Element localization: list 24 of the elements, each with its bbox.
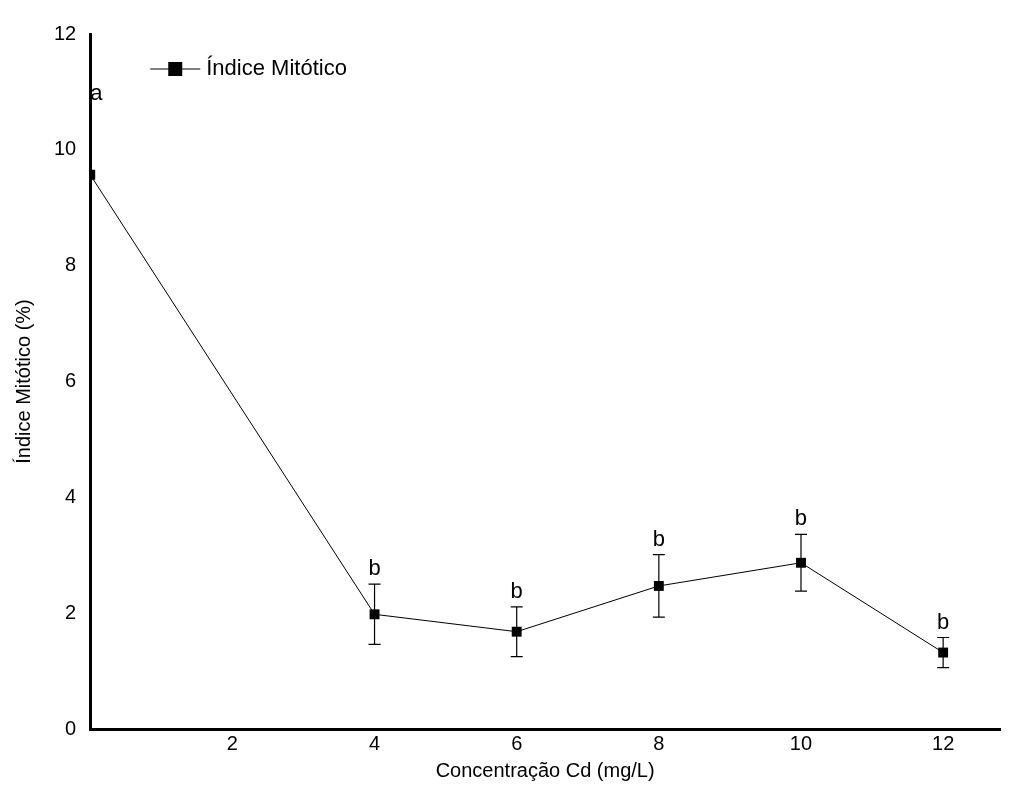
annotation: b — [937, 608, 950, 634]
x-tick-label: 6 — [511, 731, 523, 754]
x-tick-label: 8 — [653, 731, 665, 754]
x-tick-label: 2 — [226, 731, 238, 754]
y-tick-label: 12 — [54, 21, 77, 44]
y-tick-label: 4 — [65, 484, 77, 507]
y-tick-label: 10 — [54, 137, 77, 160]
y-tick-label: 6 — [65, 369, 77, 392]
x-tick-label: 12 — [932, 731, 955, 754]
x-tick-label: 4 — [368, 731, 381, 754]
x-tick-label: 10 — [789, 731, 813, 754]
annotation: b — [368, 555, 381, 581]
point — [653, 581, 664, 591]
y-tick-label: 8 — [65, 253, 77, 276]
annotation: a — [90, 79, 104, 105]
y-tick-label: 0 — [65, 716, 77, 739]
legend-label: Índice Mitótico — [206, 55, 347, 81]
y-tick-label: 2 — [65, 600, 77, 623]
y-axis-title: Índice Mitótico (%) — [11, 299, 34, 464]
x-axis-title: Concentração Cd (mg/L) — [435, 758, 655, 781]
annotation: b — [652, 525, 665, 551]
annotation: b — [794, 505, 808, 531]
point — [511, 626, 522, 637]
annotation: b — [510, 577, 523, 603]
